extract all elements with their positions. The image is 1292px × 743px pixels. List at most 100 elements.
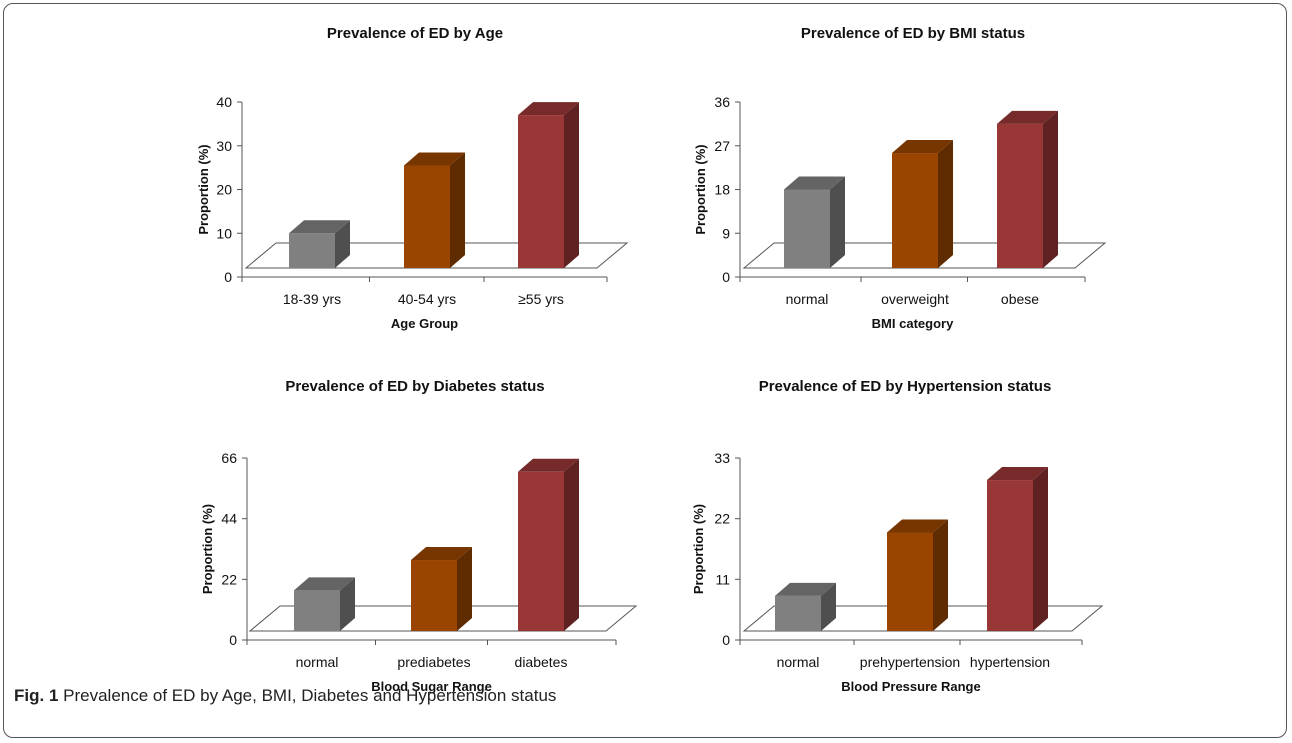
bar-side bbox=[1033, 467, 1048, 631]
bar-front bbox=[887, 532, 933, 631]
bar-top bbox=[784, 176, 845, 190]
bar-side bbox=[830, 176, 845, 268]
x-tick-label: hypertension bbox=[970, 654, 1050, 670]
bar-front bbox=[892, 153, 938, 268]
y-tick-label: 10 bbox=[216, 225, 232, 241]
bar-top bbox=[294, 577, 355, 591]
y-tick-label: 18 bbox=[714, 182, 730, 198]
chart-panel-2: Prevalence of ED by BMI status 0 9 18 27 36 Pr… bbox=[693, 25, 1107, 331]
y-tick-label: 11 bbox=[715, 571, 730, 587]
chart-title: Prevalence of ED by Diabetes status bbox=[285, 378, 544, 395]
y-tick-label: 36 bbox=[714, 94, 730, 110]
bar-2 bbox=[404, 152, 465, 268]
figure-caption: Fig. 1 Prevalence of ED by Age, BMI, Dia… bbox=[14, 686, 556, 706]
chart-panel-1: Prevalence of ED by Age 0 10 20 30 40 Proporti… bbox=[196, 25, 629, 331]
x-tick-label: overweight bbox=[881, 291, 949, 307]
bar-front bbox=[411, 560, 457, 631]
bar-side bbox=[1043, 110, 1058, 268]
x-axis-label: Blood Pressure Range bbox=[841, 679, 980, 694]
bar-top bbox=[997, 110, 1058, 124]
x-tick-label: normal bbox=[296, 654, 339, 670]
bar-top bbox=[404, 152, 465, 166]
y-tick-label: 22 bbox=[714, 511, 730, 527]
bar-front bbox=[987, 480, 1033, 631]
y-tick-label: 40 bbox=[216, 94, 232, 110]
chart-floor bbox=[248, 605, 638, 632]
bar-front bbox=[775, 595, 821, 631]
bar-top bbox=[518, 102, 579, 116]
bar-front bbox=[997, 123, 1043, 268]
bar-side bbox=[450, 152, 465, 268]
bar-3 bbox=[518, 458, 579, 631]
bar-2 bbox=[887, 519, 948, 631]
y-tick-label: 22 bbox=[221, 571, 237, 587]
bar-front bbox=[404, 165, 450, 268]
y-tick-label: 66 bbox=[221, 450, 237, 466]
bar-top bbox=[775, 582, 836, 596]
y-tick-label: 0 bbox=[722, 632, 730, 648]
bar-1 bbox=[775, 582, 836, 631]
y-axis-label: Proportion (%) bbox=[200, 504, 215, 594]
bar-3 bbox=[997, 110, 1058, 268]
chart-title: Prevalence of ED by Hypertension status bbox=[759, 378, 1052, 395]
y-tick-label: 0 bbox=[229, 632, 237, 648]
y-tick-label: 9 bbox=[722, 225, 730, 241]
figure-frame bbox=[3, 3, 1287, 738]
y-tick-label: 20 bbox=[216, 182, 232, 198]
x-tick-label: obese bbox=[1001, 291, 1039, 307]
figure-caption-text: Prevalence of ED by Age, BMI, Diabetes a… bbox=[58, 686, 557, 705]
bar-side bbox=[457, 547, 472, 631]
bar-side bbox=[938, 140, 953, 268]
bar-side bbox=[564, 458, 579, 631]
bar-top bbox=[411, 547, 472, 561]
chart-panel-3: Prevalence of ED by Diabetes status 0 22 44… bbox=[200, 378, 638, 694]
chart-title: Prevalence of ED by BMI status bbox=[801, 25, 1025, 42]
figure-caption-label: Fig. 1 bbox=[14, 686, 59, 705]
y-tick-label: 44 bbox=[221, 511, 237, 527]
x-tick-label: prediabetes bbox=[397, 654, 470, 670]
y-axis-label: Proportion (%) bbox=[693, 144, 708, 234]
bar-front bbox=[294, 590, 340, 631]
x-tick-label: normal bbox=[786, 291, 829, 307]
y-tick-label: 0 bbox=[224, 269, 232, 285]
x-axis-label: BMI category bbox=[872, 316, 954, 331]
x-tick-label: 18-39 yrs bbox=[283, 291, 341, 307]
bar-side bbox=[933, 519, 948, 631]
bar-top bbox=[289, 220, 350, 234]
x-tick-label: normal bbox=[777, 654, 820, 670]
x-tick-label: prehypertension bbox=[860, 654, 960, 670]
x-tick-label: diabetes bbox=[515, 654, 568, 670]
x-tick-label: 40-54 yrs bbox=[398, 291, 456, 307]
y-tick-label: 30 bbox=[216, 138, 232, 154]
bar-side bbox=[335, 220, 350, 268]
bar-1 bbox=[294, 577, 355, 631]
bar-top bbox=[887, 519, 948, 533]
bar-3 bbox=[518, 102, 579, 268]
chart-panel-4: Prevalence of ED by Hypertension status 0… bbox=[691, 378, 1104, 694]
bar-side bbox=[340, 577, 355, 631]
chart-title: Prevalence of ED by Age bbox=[327, 25, 503, 42]
y-tick-label: 33 bbox=[714, 450, 730, 466]
bar-front bbox=[289, 233, 335, 268]
bar-top bbox=[892, 140, 953, 154]
y-axis-label: Proportion (%) bbox=[691, 504, 706, 594]
bar-side bbox=[821, 582, 836, 631]
bar-top bbox=[987, 467, 1048, 481]
y-tick-label: 0 bbox=[722, 269, 730, 285]
bar-3 bbox=[987, 467, 1048, 631]
chart-floor bbox=[244, 242, 629, 269]
bar-1 bbox=[289, 220, 350, 268]
x-axis-label: Blood Sugar Range bbox=[371, 679, 492, 694]
chart-floor bbox=[742, 605, 1104, 632]
bar-2 bbox=[411, 547, 472, 631]
bar-side bbox=[564, 102, 579, 268]
bar-1 bbox=[784, 176, 845, 268]
bar-front bbox=[518, 471, 564, 631]
chart-floor bbox=[742, 242, 1107, 269]
bar-front bbox=[518, 115, 564, 268]
x-tick-label: ≥55 yrs bbox=[518, 291, 564, 307]
bar-front bbox=[784, 189, 830, 268]
x-axis-label: Age Group bbox=[391, 316, 458, 331]
y-tick-label: 27 bbox=[714, 138, 730, 154]
